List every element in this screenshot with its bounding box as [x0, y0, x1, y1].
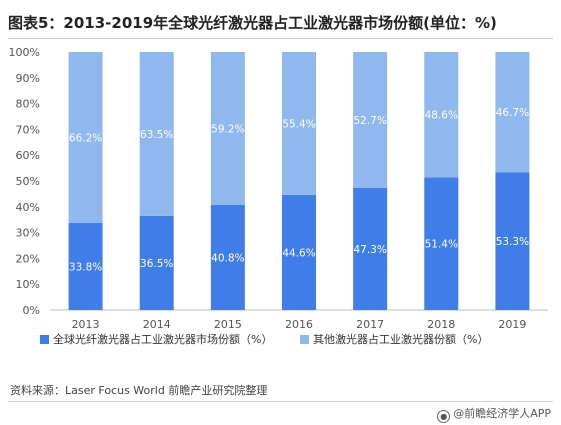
x-tick-label: 2015 — [214, 318, 242, 331]
chart-title: 图表5：2013-2019年全球光纤激光器占工业激光器市场份额(单位：%) — [8, 14, 497, 32]
title-divider — [8, 38, 553, 39]
data-label: 48.6% — [425, 110, 458, 122]
y-tick-label: 90% — [16, 72, 40, 85]
x-tick-label: 2013 — [72, 318, 100, 331]
source-note: 资料来源：Laser Focus World 前瞻产业研究院整理 — [10, 384, 268, 397]
bar-segment-fiber — [139, 215, 174, 310]
data-label: 55.4% — [282, 118, 315, 130]
y-tick-label: 10% — [16, 278, 40, 291]
bar-segment-other — [495, 52, 530, 173]
x-tick-label: 2018 — [427, 318, 455, 331]
data-label: 53.3% — [496, 236, 529, 248]
bar-segment-fiber — [210, 204, 245, 310]
data-label: 47.3% — [353, 244, 386, 256]
data-label: 51.4% — [425, 239, 458, 251]
bar-segment-fiber — [68, 222, 103, 310]
y-tick-label: 100% — [9, 46, 40, 59]
credit-text: @前瞻经济学人APP — [453, 407, 551, 420]
bar-segment-fiber — [495, 172, 530, 310]
data-label: 66.2% — [69, 132, 102, 144]
data-label: 63.5% — [140, 129, 173, 141]
bar-segment-other — [68, 52, 103, 223]
bar-segment-fiber — [424, 177, 459, 310]
y-tick-label: 40% — [16, 201, 40, 214]
x-tick-label: 2016 — [285, 318, 313, 331]
legend-label: 全球光纤激光器占工业激光器市场份额（%） — [53, 332, 272, 346]
stacked-bar-chart: 0% 10% 20% 30% 40% 50% 60% 70% 80% 90% 100% 33.8% 66… — [9, 46, 548, 346]
data-label: 44.6% — [282, 247, 315, 259]
bar-segment-other — [210, 52, 245, 205]
data-label: 40.8% — [211, 252, 244, 264]
y-tick-label: 50% — [16, 175, 40, 188]
bar-segment-fiber — [353, 187, 388, 310]
x-tick-label: 2017 — [356, 318, 384, 331]
legend-label: 其他激光器占工业激光器份额（%） — [313, 332, 488, 346]
data-label: 36.5% — [140, 258, 173, 270]
y-tick-label: 0% — [23, 304, 40, 317]
footer-divider — [8, 401, 553, 402]
bar-segment-fiber — [282, 194, 316, 310]
bar-segment-other — [139, 52, 174, 216]
legend-swatch — [300, 335, 309, 344]
legend-swatch — [40, 335, 49, 344]
data-label: 33.8% — [69, 261, 102, 273]
bar-segment-other — [424, 52, 459, 178]
credit: ● @前瞻经济学人APP — [437, 405, 551, 423]
x-tick-label: 2014 — [143, 318, 171, 331]
bar-segment-other — [353, 52, 388, 188]
data-label: 46.7% — [496, 107, 529, 119]
bar-segment-other — [282, 52, 316, 195]
data-label: 52.7% — [353, 115, 386, 127]
y-tick-label: 30% — [16, 227, 40, 240]
x-tick-label: 2019 — [498, 318, 526, 331]
logo-icon: ● — [437, 410, 451, 423]
y-tick-label: 70% — [16, 123, 40, 136]
data-label: 59.2% — [211, 123, 244, 135]
y-tick-label: 80% — [16, 98, 40, 111]
y-tick-label: 60% — [16, 149, 40, 162]
y-tick-label: 20% — [16, 252, 40, 265]
